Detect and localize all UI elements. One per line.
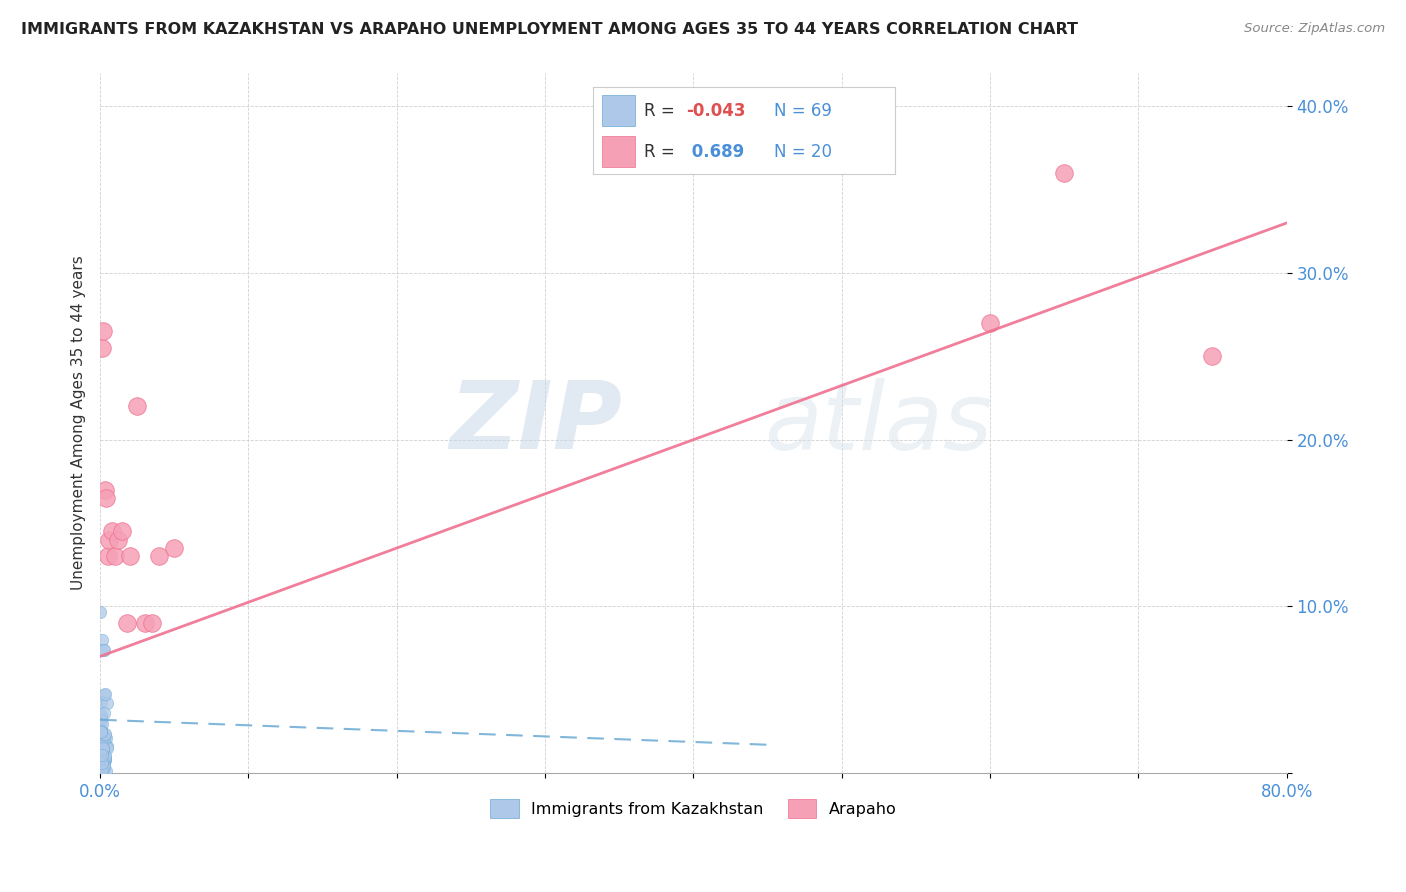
- Point: [90, 763, 112, 777]
- Point: [90, 747, 112, 762]
- Point: [91, 742, 114, 756]
- Point: [90, 744, 112, 758]
- Legend: Immigrants from Kazakhstan, Arapaho: Immigrants from Kazakhstan, Arapaho: [484, 792, 903, 824]
- Point: [94, 751, 117, 765]
- Point: [93, 740, 115, 755]
- Text: atlas: atlas: [765, 377, 993, 468]
- Point: [90, 761, 112, 775]
- Point: [94, 751, 117, 765]
- Point: [90, 725, 112, 739]
- Point: [89, 741, 111, 756]
- Point: [118, 549, 141, 564]
- Point: [91, 757, 114, 772]
- Point: [96, 739, 118, 753]
- Point: [96, 741, 118, 756]
- Point: [90, 711, 112, 725]
- Point: [141, 616, 163, 631]
- Point: [90, 744, 112, 758]
- Point: [93, 643, 115, 657]
- Point: [93, 761, 115, 775]
- Point: [90, 764, 112, 779]
- Point: [96, 697, 118, 711]
- Point: [90, 724, 112, 739]
- Point: [148, 549, 170, 564]
- Point: [93, 742, 115, 756]
- Point: [101, 524, 124, 539]
- Point: [1053, 166, 1076, 180]
- Point: [93, 483, 115, 497]
- Point: [93, 706, 115, 720]
- Point: [94, 730, 117, 744]
- Point: [90, 742, 112, 756]
- Point: [115, 616, 138, 631]
- Point: [91, 324, 114, 338]
- Point: [90, 753, 112, 767]
- Point: [134, 616, 156, 631]
- Point: [90, 754, 112, 768]
- Point: [94, 749, 117, 764]
- Point: [111, 524, 134, 539]
- Point: [90, 739, 112, 753]
- Point: [94, 727, 117, 741]
- Point: [96, 549, 118, 564]
- Point: [90, 710, 112, 724]
- Point: [91, 744, 114, 758]
- Point: [979, 316, 1001, 330]
- Point: [90, 708, 112, 723]
- Point: [90, 716, 112, 731]
- Point: [90, 341, 112, 355]
- Point: [89, 766, 111, 780]
- Point: [91, 755, 114, 769]
- Point: [93, 688, 115, 702]
- Point: [91, 731, 114, 745]
- Point: [89, 605, 111, 619]
- Point: [163, 541, 186, 555]
- Point: [89, 753, 111, 767]
- Point: [91, 763, 114, 777]
- Point: [94, 764, 117, 778]
- Point: [93, 759, 115, 773]
- Point: [91, 755, 114, 769]
- Point: [91, 756, 114, 770]
- Point: [90, 733, 112, 747]
- Y-axis label: Unemployment Among Ages 35 to 44 years: Unemployment Among Ages 35 to 44 years: [72, 256, 86, 591]
- Point: [107, 533, 129, 547]
- Point: [98, 533, 121, 547]
- Point: [93, 757, 115, 772]
- Point: [91, 642, 114, 657]
- Point: [90, 751, 112, 765]
- Point: [94, 687, 117, 701]
- Text: Source: ZipAtlas.com: Source: ZipAtlas.com: [1244, 22, 1385, 36]
- Point: [94, 754, 117, 768]
- Point: [104, 549, 127, 564]
- Text: IMMIGRANTS FROM KAZAKHSTAN VS ARAPAHO UNEMPLOYMENT AMONG AGES 35 TO 44 YEARS COR: IMMIGRANTS FROM KAZAKHSTAN VS ARAPAHO UN…: [21, 22, 1078, 37]
- Point: [90, 713, 112, 727]
- Point: [93, 760, 115, 774]
- Point: [90, 695, 112, 709]
- Point: [1201, 350, 1223, 364]
- Point: [90, 723, 112, 737]
- Point: [93, 733, 115, 747]
- Point: [90, 740, 112, 755]
- Point: [91, 751, 114, 765]
- Point: [93, 753, 115, 767]
- Point: [90, 756, 112, 770]
- Point: [89, 762, 111, 776]
- Point: [90, 751, 112, 765]
- Point: [89, 761, 111, 775]
- Point: [127, 400, 149, 414]
- Point: [91, 632, 114, 647]
- Point: [89, 755, 111, 769]
- Point: [91, 759, 114, 773]
- Point: [94, 491, 117, 505]
- Point: [96, 731, 118, 745]
- Point: [93, 755, 115, 769]
- Text: ZIP: ZIP: [450, 377, 623, 469]
- Point: [93, 731, 115, 745]
- Point: [89, 748, 111, 763]
